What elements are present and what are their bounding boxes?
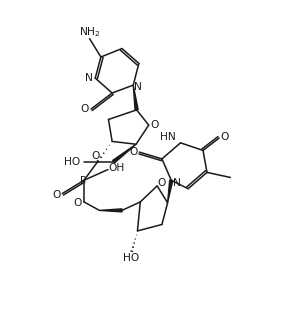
Polygon shape xyxy=(113,144,136,163)
Text: HO: HO xyxy=(64,157,80,167)
Text: N: N xyxy=(134,81,142,91)
Polygon shape xyxy=(99,209,122,212)
Text: OH: OH xyxy=(109,163,125,173)
Text: O: O xyxy=(220,132,228,142)
Text: O: O xyxy=(157,178,166,188)
Polygon shape xyxy=(133,85,138,110)
Text: NH$_2$: NH$_2$ xyxy=(79,26,101,39)
Text: O: O xyxy=(74,197,82,207)
Text: O: O xyxy=(52,190,60,200)
Text: O: O xyxy=(151,119,159,130)
Text: N: N xyxy=(85,73,93,83)
Text: O: O xyxy=(81,104,89,114)
Text: P: P xyxy=(80,176,87,186)
Text: N: N xyxy=(173,178,181,188)
Text: HO: HO xyxy=(123,253,139,263)
Polygon shape xyxy=(168,180,173,203)
Text: O: O xyxy=(92,151,100,161)
Text: HN: HN xyxy=(160,132,175,142)
Text: O: O xyxy=(129,146,138,156)
